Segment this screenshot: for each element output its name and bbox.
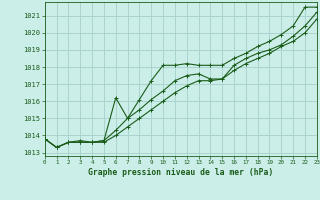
X-axis label: Graphe pression niveau de la mer (hPa): Graphe pression niveau de la mer (hPa) <box>88 168 273 177</box>
